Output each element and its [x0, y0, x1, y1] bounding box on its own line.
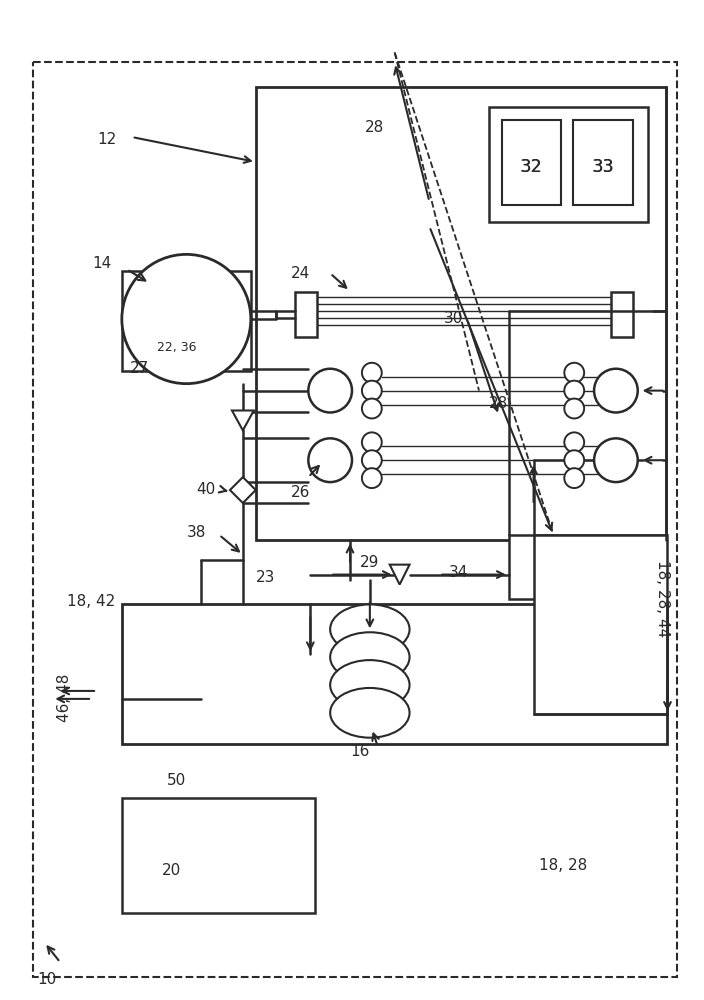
Text: 50: 50 [166, 773, 186, 788]
Text: 22, 36: 22, 36 [157, 341, 196, 354]
Text: 24: 24 [291, 266, 310, 281]
Bar [489, 107, 648, 222]
Circle shape [565, 468, 584, 488]
Text: 26: 26 [291, 485, 310, 500]
Circle shape [565, 381, 584, 401]
Text: 30: 30 [444, 311, 464, 326]
Text: 10: 10 [37, 972, 57, 987]
Ellipse shape [330, 604, 410, 654]
Text: 29: 29 [360, 555, 379, 570]
Bar [256, 87, 665, 540]
Circle shape [565, 432, 584, 452]
Bar [296, 292, 318, 337]
Text: 28: 28 [489, 396, 508, 411]
Text: 46, 48: 46, 48 [57, 674, 73, 722]
Circle shape [362, 432, 382, 452]
Bar [122, 604, 667, 744]
Text: 33: 33 [592, 158, 614, 176]
Bar [509, 535, 665, 599]
Polygon shape [230, 477, 256, 503]
Ellipse shape [330, 632, 410, 682]
Circle shape [565, 363, 584, 383]
Ellipse shape [330, 660, 410, 710]
Text: 28: 28 [365, 120, 384, 135]
Text: 18, 42: 18, 42 [68, 594, 115, 609]
Circle shape [594, 369, 638, 412]
Circle shape [565, 450, 584, 470]
Text: 38: 38 [187, 525, 206, 540]
Text: 23: 23 [256, 570, 275, 585]
Circle shape [122, 254, 251, 384]
Circle shape [362, 363, 382, 383]
Text: 14: 14 [92, 256, 111, 271]
Circle shape [362, 468, 382, 488]
Bar [573, 120, 633, 205]
Text: 32: 32 [520, 158, 543, 176]
Text: 33: 33 [591, 158, 615, 176]
Text: 34: 34 [449, 565, 469, 580]
Circle shape [308, 369, 352, 412]
Ellipse shape [330, 688, 410, 738]
Circle shape [362, 399, 382, 418]
Text: 27: 27 [130, 361, 149, 376]
Bar [122, 798, 315, 913]
Text: 32: 32 [521, 158, 542, 176]
Circle shape [594, 438, 638, 482]
Text: 40: 40 [196, 482, 215, 497]
Bar [502, 120, 561, 205]
Text: 18, 28: 18, 28 [539, 858, 586, 873]
Circle shape [308, 438, 352, 482]
Circle shape [565, 399, 584, 418]
Text: 20: 20 [161, 863, 181, 878]
Bar [611, 292, 633, 337]
Circle shape [362, 381, 382, 401]
Polygon shape [390, 565, 410, 585]
Text: 18, 28, 44: 18, 28, 44 [655, 560, 670, 637]
Circle shape [362, 450, 382, 470]
Text: 12: 12 [97, 132, 116, 147]
Text: 16: 16 [350, 744, 370, 759]
Bar [534, 535, 667, 714]
Bar [32, 918, 677, 977]
Polygon shape [232, 410, 253, 430]
Bar [122, 271, 251, 371]
